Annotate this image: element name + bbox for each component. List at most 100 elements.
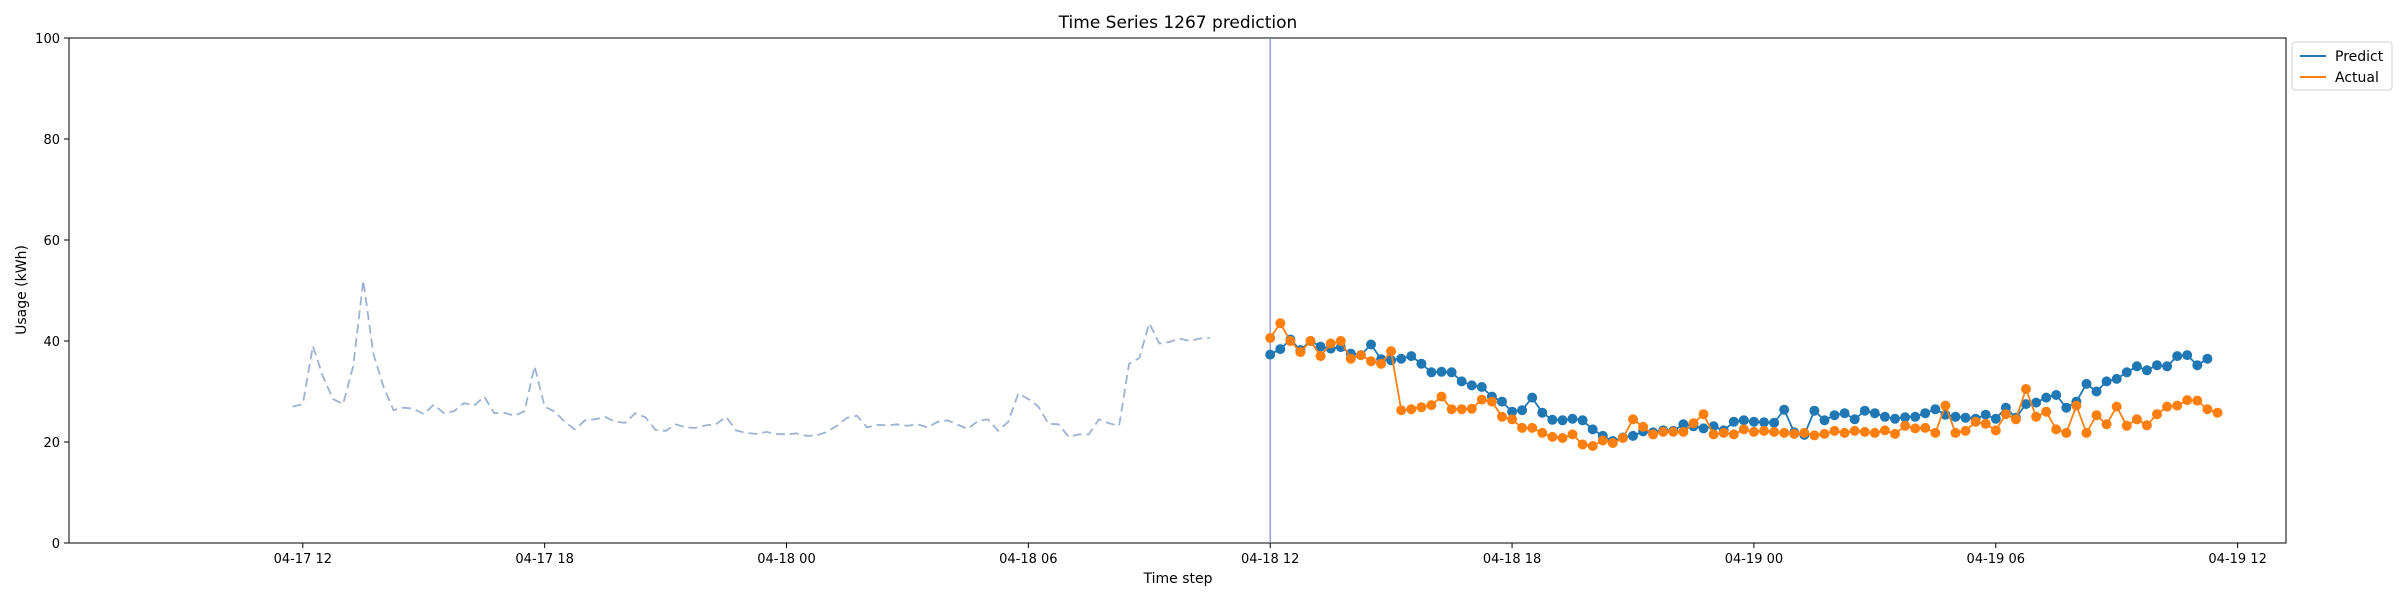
data-point-predict [2111, 373, 2122, 384]
data-point-predict [1859, 405, 1870, 416]
data-point-actual [1355, 350, 1366, 361]
data-point-predict [1869, 408, 1880, 419]
data-point-predict [1537, 407, 1548, 418]
data-point-predict [1920, 408, 1931, 419]
data-point-actual [2041, 406, 2052, 417]
data-point-actual [1648, 429, 1659, 440]
data-point-actual [1527, 422, 1538, 433]
x-axis-label: Time step [1143, 571, 1213, 587]
data-point-actual [2111, 401, 2122, 412]
x-tick-label: 04-17 12 [274, 552, 332, 567]
data-point-actual [1587, 441, 1598, 451]
data-point-predict [1446, 367, 1457, 378]
data-point-actual [1779, 427, 1790, 438]
x-tick-label: 04-18 12 [1241, 552, 1299, 567]
data-point-predict [1436, 366, 1447, 377]
data-point-predict [1315, 341, 1326, 352]
data-point-predict [1980, 409, 1991, 420]
data-point-actual [2121, 420, 2132, 431]
data-point-predict [2021, 399, 2031, 410]
data-point-predict [1275, 344, 1286, 355]
data-point-predict [1466, 380, 1477, 391]
data-point-actual [1940, 400, 1951, 411]
data-point-actual [1738, 424, 1749, 435]
data-point-predict [2172, 351, 2183, 362]
data-point-actual [2152, 409, 2162, 420]
data-point-actual [1688, 418, 1699, 429]
data-point-predict [1547, 414, 1558, 425]
data-point-predict [2031, 397, 2042, 408]
data-point-predict [1577, 415, 1588, 426]
data-point-predict [1839, 408, 1850, 419]
data-point-actual [1668, 426, 1679, 437]
data-point-actual [1628, 414, 1638, 425]
data-point-actual [1819, 428, 1830, 439]
data-point-predict [1698, 423, 1709, 434]
data-point-actual [1275, 318, 1286, 329]
data-point-actual [1315, 351, 1326, 362]
y-tick-label: 100 [35, 32, 60, 47]
data-point-actual [2162, 401, 2173, 412]
data-point-actual [1446, 404, 1457, 415]
data-point-actual [1305, 336, 1316, 346]
data-point-predict [1416, 358, 1427, 369]
legend-label-actual: Actual [2335, 70, 2379, 86]
data-point-actual [1708, 429, 1719, 440]
data-point-actual [1809, 430, 1820, 441]
data-point-actual [1456, 404, 1467, 415]
data-point-actual [1285, 336, 1296, 346]
data-point-predict [2041, 392, 2052, 403]
x-axis: 04-17 12 04-17 18 04-18 00 04-18 06 04-18 12… [274, 543, 2267, 567]
data-point-predict [2101, 376, 2112, 387]
data-point-predict [1507, 406, 1518, 417]
data-point-actual [2061, 427, 2072, 438]
x-tick-label: 04-19 00 [1725, 552, 1783, 567]
data-point-predict [1456, 376, 1467, 387]
data-point-actual [1517, 422, 1528, 433]
data-point-actual [1890, 428, 1900, 439]
data-point-actual [1466, 403, 1477, 414]
data-point-actual [1718, 427, 1729, 438]
data-point-actual [1386, 346, 1397, 357]
legend: Predict Actual [2291, 41, 2393, 91]
data-point-predict [1728, 416, 1739, 427]
data-point-predict [2141, 365, 2152, 376]
data-point-predict [2182, 350, 2193, 361]
x-tick-label: 04-19 12 [2208, 552, 2266, 567]
data-point-actual [1396, 405, 1407, 416]
data-point-actual [1547, 431, 1558, 442]
x-tick-label: 04-18 18 [1483, 552, 1541, 567]
data-point-actual [1829, 425, 1840, 436]
data-point-actual [1678, 426, 1689, 437]
plot-area [68, 37, 2287, 544]
data-point-predict [1366, 339, 1376, 350]
data-point-actual [2212, 407, 2223, 418]
data-point-predict [1819, 415, 1830, 426]
data-point-actual [2101, 419, 2112, 430]
data-point-actual [2182, 395, 2193, 406]
chart-title: Time Series 1267 prediction [1058, 13, 1298, 33]
x-tick-label: 04-18 00 [757, 552, 815, 567]
data-point-actual [1557, 433, 1568, 443]
data-point-actual [1597, 435, 1608, 446]
data-point-actual [1920, 422, 1931, 433]
data-point-predict [1587, 424, 1598, 435]
data-point-actual [1638, 421, 1649, 432]
data-point-actual [1507, 414, 1518, 425]
data-point-actual [1859, 426, 1870, 437]
y-axis-label: Usage (kWh) [14, 245, 30, 335]
data-point-predict [1759, 417, 1769, 428]
data-point-actual [2081, 427, 2092, 438]
data-point-actual [1748, 426, 1759, 437]
data-point-actual [1376, 358, 1387, 369]
data-point-actual [1295, 347, 1306, 358]
data-point-predict [1960, 412, 1971, 423]
data-point-actual [1910, 423, 1921, 434]
series-marks [292, 38, 2223, 543]
data-point-actual [1950, 427, 1961, 438]
x-tick-label: 04-18 06 [999, 552, 1057, 567]
data-point-actual [1930, 427, 1941, 438]
data-point-actual [1990, 425, 2001, 436]
data-point-actual [1839, 427, 1850, 438]
data-point-actual [1416, 402, 1427, 413]
